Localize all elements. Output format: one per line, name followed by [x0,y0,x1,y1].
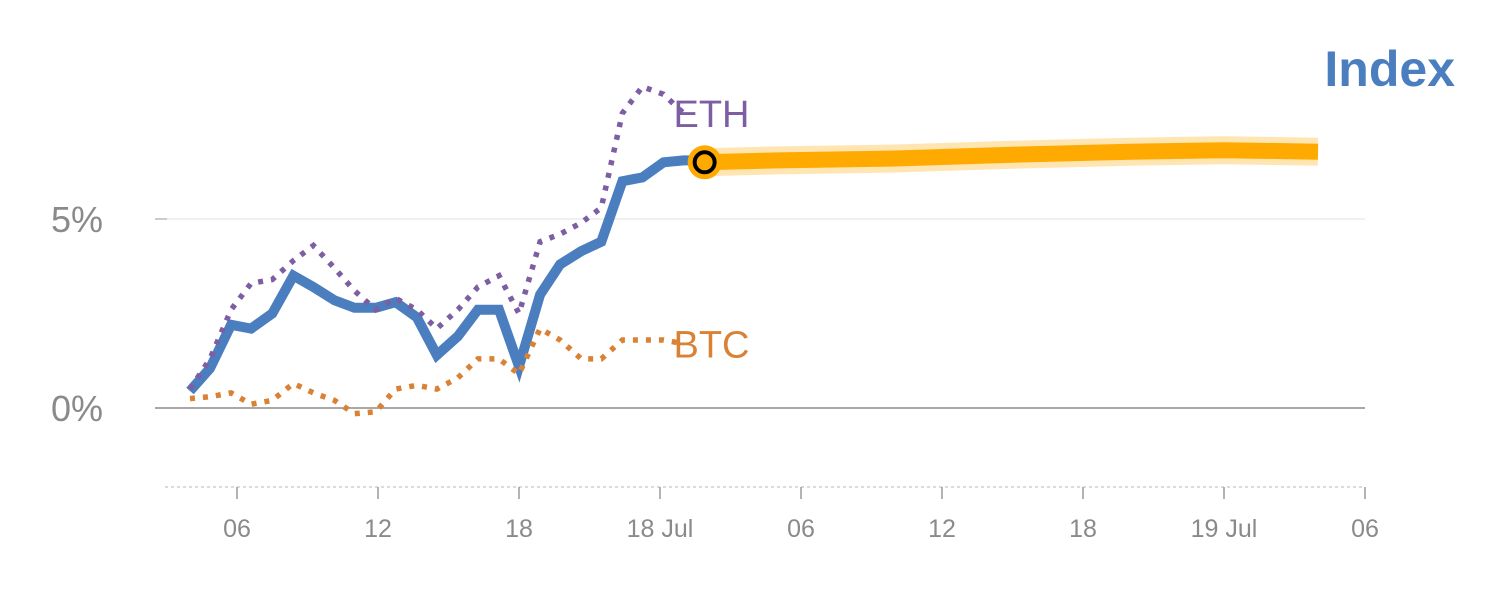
x-axis: 06 12 18 18 Jul 06 12 18 19 Jul 06 [165,486,1379,543]
x-tick-label: 12 [928,515,956,543]
x-tick-label: 18 [505,515,533,543]
series-label-btc: BTC [674,325,750,367]
series-line-projection [704,142,1319,171]
x-tick-label: 19 Jul [1191,515,1258,543]
x-tick-label: 18 Jul [627,515,694,543]
series-line-index [186,155,705,395]
y-tick-label: 5% [51,199,103,240]
highlight-point [692,150,717,175]
x-tick-label: 06 [1351,515,1379,543]
x-tick-label: 12 [364,515,392,543]
series-layer [186,83,1319,417]
series-line-eth [187,83,686,391]
y-tick-label: 0% [51,388,103,429]
x-tick-label: 06 [787,515,815,543]
y-axis: 0% 5% [51,199,103,429]
grid-layer [155,218,1365,409]
series-line-btc [189,324,685,417]
x-tick-label: 06 [223,515,251,543]
marker-layer [687,145,722,180]
series-label-eth: ETH [674,94,750,136]
x-tick-label: 18 [1069,515,1097,543]
label-layer: ETH BTC [674,94,750,367]
chart-title: Index [1324,41,1455,97]
